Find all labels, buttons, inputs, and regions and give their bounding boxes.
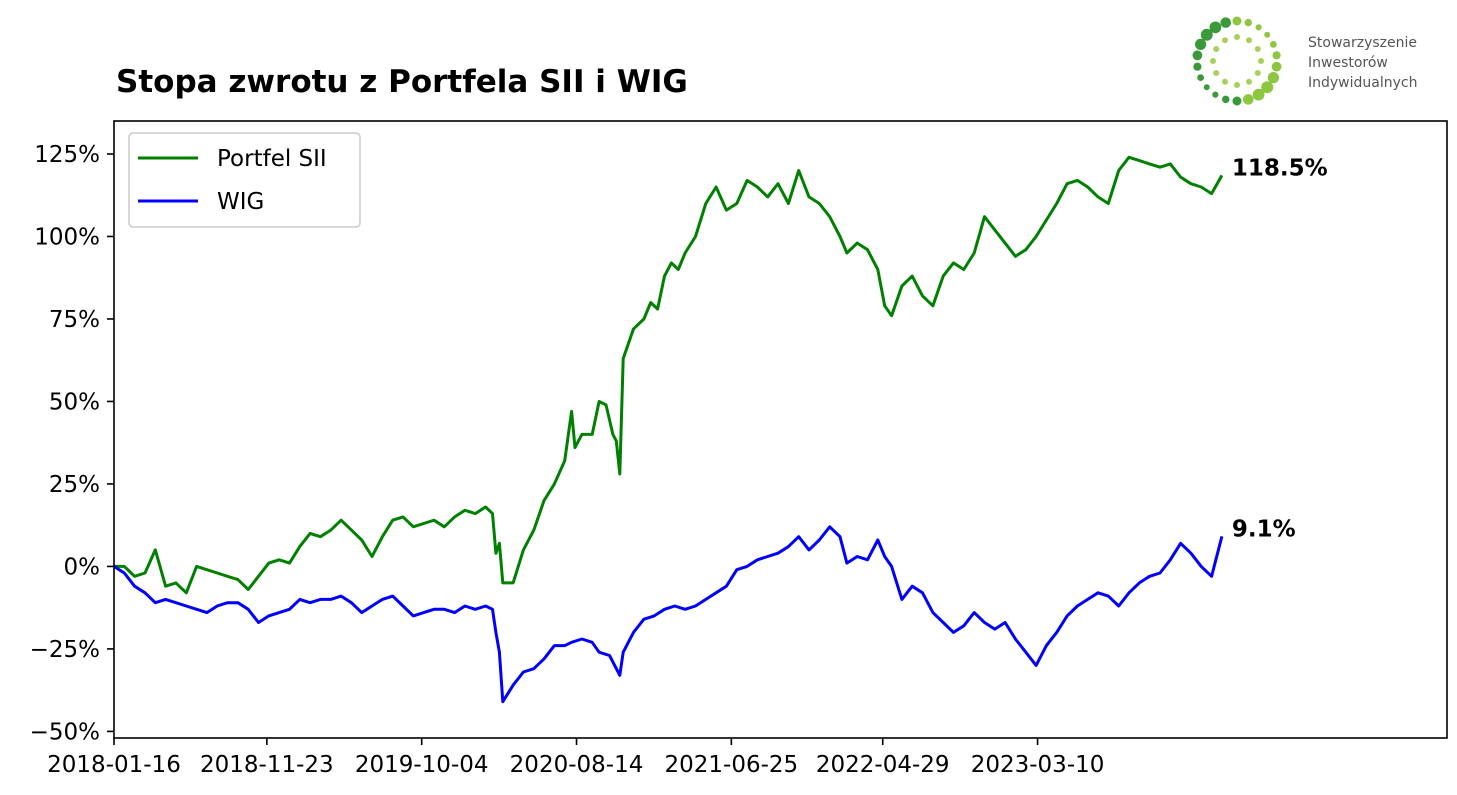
logo-dot — [1271, 61, 1282, 72]
x-tick-label: 2020-08-14 — [510, 752, 644, 778]
logo-dot — [1252, 88, 1265, 101]
logo-dot — [1222, 78, 1228, 85]
logo-dot — [1232, 96, 1242, 106]
logo-dot — [1264, 31, 1271, 38]
logo-ring-icon — [1192, 16, 1282, 106]
series-line-wig — [113, 525, 1224, 704]
legend-label-wig: WIG — [217, 189, 264, 215]
logo-dot — [1222, 37, 1228, 44]
logo-dot — [1254, 46, 1261, 52]
y-tick-label: 25% — [49, 472, 100, 498]
logo-dot — [1195, 38, 1207, 50]
logo-text-line-2: Inwestorów — [1308, 55, 1388, 71]
logo-dot — [1210, 58, 1216, 64]
x-tick-label: 2018-11-23 — [200, 752, 334, 778]
logo-dot — [1255, 24, 1262, 31]
logo-dot — [1258, 58, 1264, 64]
x-tick-label: 2023-03-10 — [971, 752, 1105, 778]
logo-dot — [1213, 46, 1220, 52]
x-tick-label: 2018-01-16 — [47, 752, 181, 778]
logo-dot — [1272, 51, 1281, 60]
logo-dot — [1209, 21, 1222, 34]
y-tick-label: 125% — [34, 142, 100, 168]
logo-dot — [1200, 28, 1213, 41]
logo-dot — [1203, 84, 1210, 91]
logo-dot — [1197, 74, 1205, 82]
logo-dot — [1213, 70, 1220, 76]
plot-frame — [113, 120, 1448, 739]
logo-dot — [1254, 70, 1261, 76]
logo-text-line-1: Stowarzyszenie — [1308, 35, 1417, 51]
axes-layer: −50% −25% 0% 25% 50% 75% 100% 125% 2018-01-16 201… — [30, 120, 1448, 778]
logo-dot — [1234, 82, 1240, 88]
logo-dot — [1246, 78, 1252, 85]
logo-dot — [1222, 95, 1230, 104]
end-labels: 118.5% 9.1% — [1232, 155, 1328, 542]
y-tick-label: 75% — [49, 307, 100, 333]
logo-dot — [1261, 81, 1274, 94]
y-tick-label: −50% — [30, 719, 100, 745]
logo-dot — [1234, 34, 1240, 40]
logo-text-line-3: Indywidualnych — [1308, 75, 1417, 91]
logo-dot — [1193, 62, 1202, 71]
logo-dot — [1220, 17, 1232, 28]
y-tick-label: 0% — [64, 554, 101, 580]
end-label-wig: 9.1% — [1232, 516, 1296, 542]
series-layer — [113, 155, 1224, 704]
legend: Portfel SII WIG — [128, 132, 361, 228]
logo-dot — [1212, 91, 1219, 98]
series-line-portfel-sii — [114, 155, 1224, 595]
logo-dot — [1244, 18, 1252, 27]
x-tick-label: 2021-06-25 — [665, 752, 799, 778]
legend-label-portfel: Portfel SII — [217, 146, 327, 172]
logo-dot — [1232, 16, 1242, 26]
logo-dot — [1246, 37, 1252, 44]
logo-dot — [1192, 50, 1203, 61]
end-label-portfel-sii: 118.5% — [1232, 155, 1328, 181]
logo-dot — [1267, 72, 1279, 84]
chart-title: Stopa zwrotu z Portfela SII i WIG — [116, 64, 688, 100]
x-tick-label: 2022-04-29 — [816, 752, 950, 778]
y-tick-label: −25% — [30, 637, 100, 663]
sii-logo: Stowarzyszenie Inwestorów Indywidualnych — [1192, 16, 1417, 106]
y-tick-label: 100% — [34, 224, 100, 250]
logo-dot — [1269, 40, 1277, 48]
x-tick-label: 2019-10-04 — [355, 752, 489, 778]
logo-dot — [1242, 94, 1254, 105]
y-tick-label: 50% — [49, 389, 100, 415]
